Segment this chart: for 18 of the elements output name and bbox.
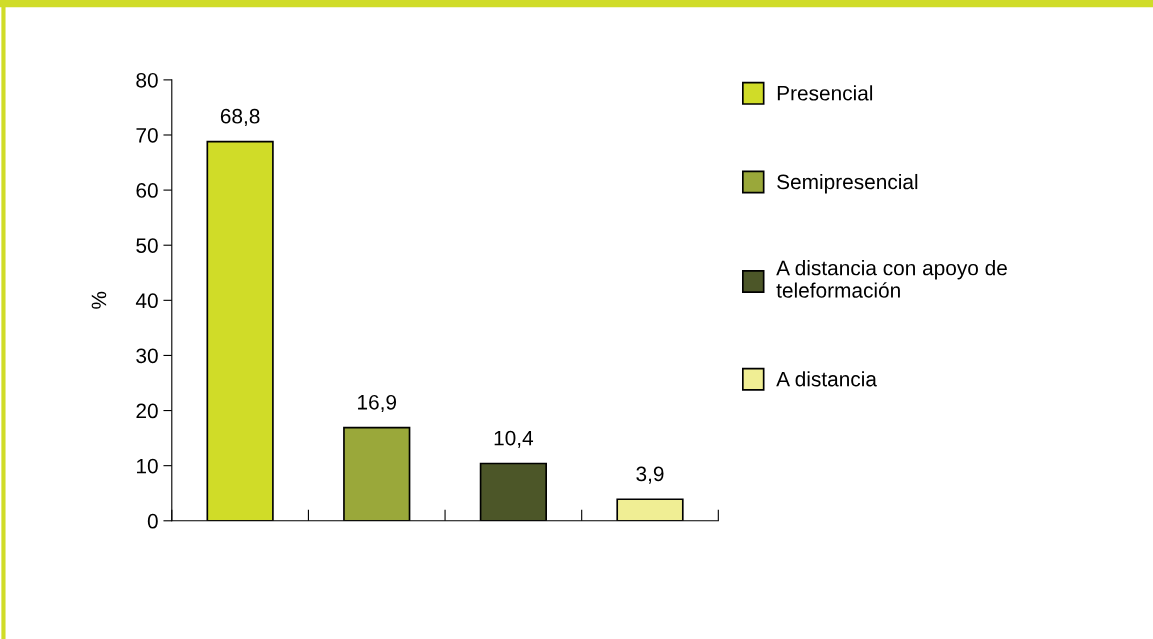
data-label: 68,8 (220, 108, 260, 127)
y-tick-label: 20 (136, 403, 158, 419)
y-tick-label: 50 (136, 238, 158, 253)
y-tick-label: 80 (136, 72, 158, 88)
y-axis-title: % (91, 291, 107, 309)
legend-label: Semipresencial (777, 173, 918, 194)
data-label: 10,4 (494, 430, 534, 448)
y-tick-label: 70 (136, 127, 158, 143)
y-tick-label: 60 (136, 183, 158, 198)
y-tick-label: 40 (135, 293, 158, 309)
y-tick-label: 0 (147, 513, 158, 529)
data-label: 3,9 (636, 466, 664, 484)
legend-label: Presencial (777, 85, 873, 101)
y-tick-label: 10 (137, 458, 158, 474)
y-tick-label: 30 (136, 348, 158, 364)
data-label: 16,9 (358, 394, 397, 413)
legend-label: A distancia (776, 371, 877, 387)
legend-label: A distancia con apoyo de teleformación (776, 260, 1007, 298)
